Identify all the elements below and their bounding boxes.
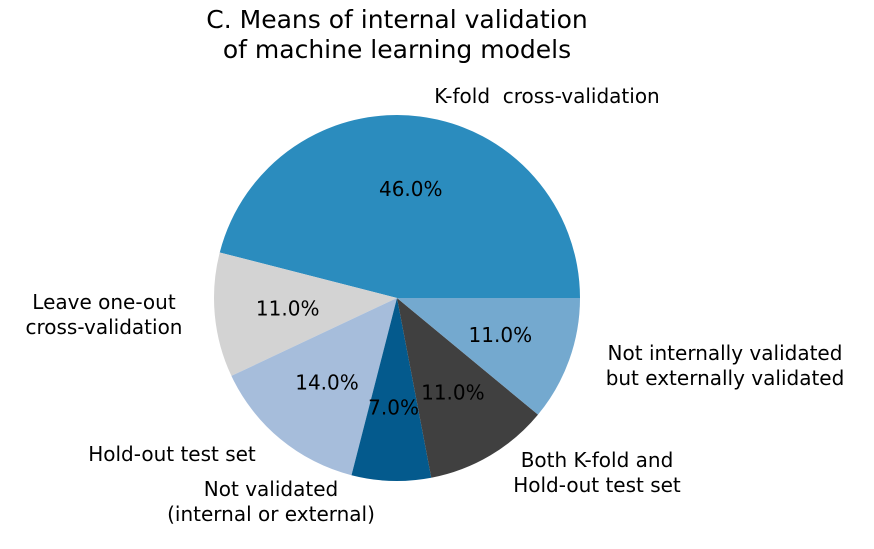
pie-slices xyxy=(213,115,581,481)
slice-percentage-label: 11.0% xyxy=(421,381,485,405)
percentage-labels: 46.0%11.0%14.0%7.0%11.0%11.0% xyxy=(256,177,532,420)
slice-percentage-label: 14.0% xyxy=(295,371,359,395)
chart-title-line: C. Means of internal validation xyxy=(206,5,587,34)
chart-title-line: of machine learning models xyxy=(223,35,571,64)
slice-label: K-fold cross-validation xyxy=(434,84,659,108)
slice-label: but externally validated xyxy=(606,366,845,390)
pie-slice xyxy=(351,298,432,481)
slice-percentage-label: 46.0% xyxy=(379,177,443,201)
slice-label: Both K-fold and xyxy=(521,448,674,472)
pie-slice xyxy=(231,298,397,476)
slice-label: Not validated xyxy=(204,477,338,501)
slice-label: Leave one-out xyxy=(32,290,176,314)
pie-slice xyxy=(397,298,539,478)
slice-percentage-label: 7.0% xyxy=(368,396,419,420)
slice-label: Not internally validated xyxy=(608,341,843,365)
pie-slice xyxy=(213,252,397,376)
pie-slice xyxy=(397,298,580,415)
slice-label: cross-validation xyxy=(25,315,182,339)
slice-label: (internal or external) xyxy=(167,502,375,526)
pie-slice xyxy=(219,115,581,299)
slice-labels: K-fold cross-validation Leave one-outcros… xyxy=(25,84,844,526)
slice-label: Hold-out test set xyxy=(88,442,256,466)
slice-percentage-label: 11.0% xyxy=(256,296,320,320)
slice-percentage-label: 11.0% xyxy=(469,323,533,347)
slice-label: Hold-out test set xyxy=(513,473,681,497)
